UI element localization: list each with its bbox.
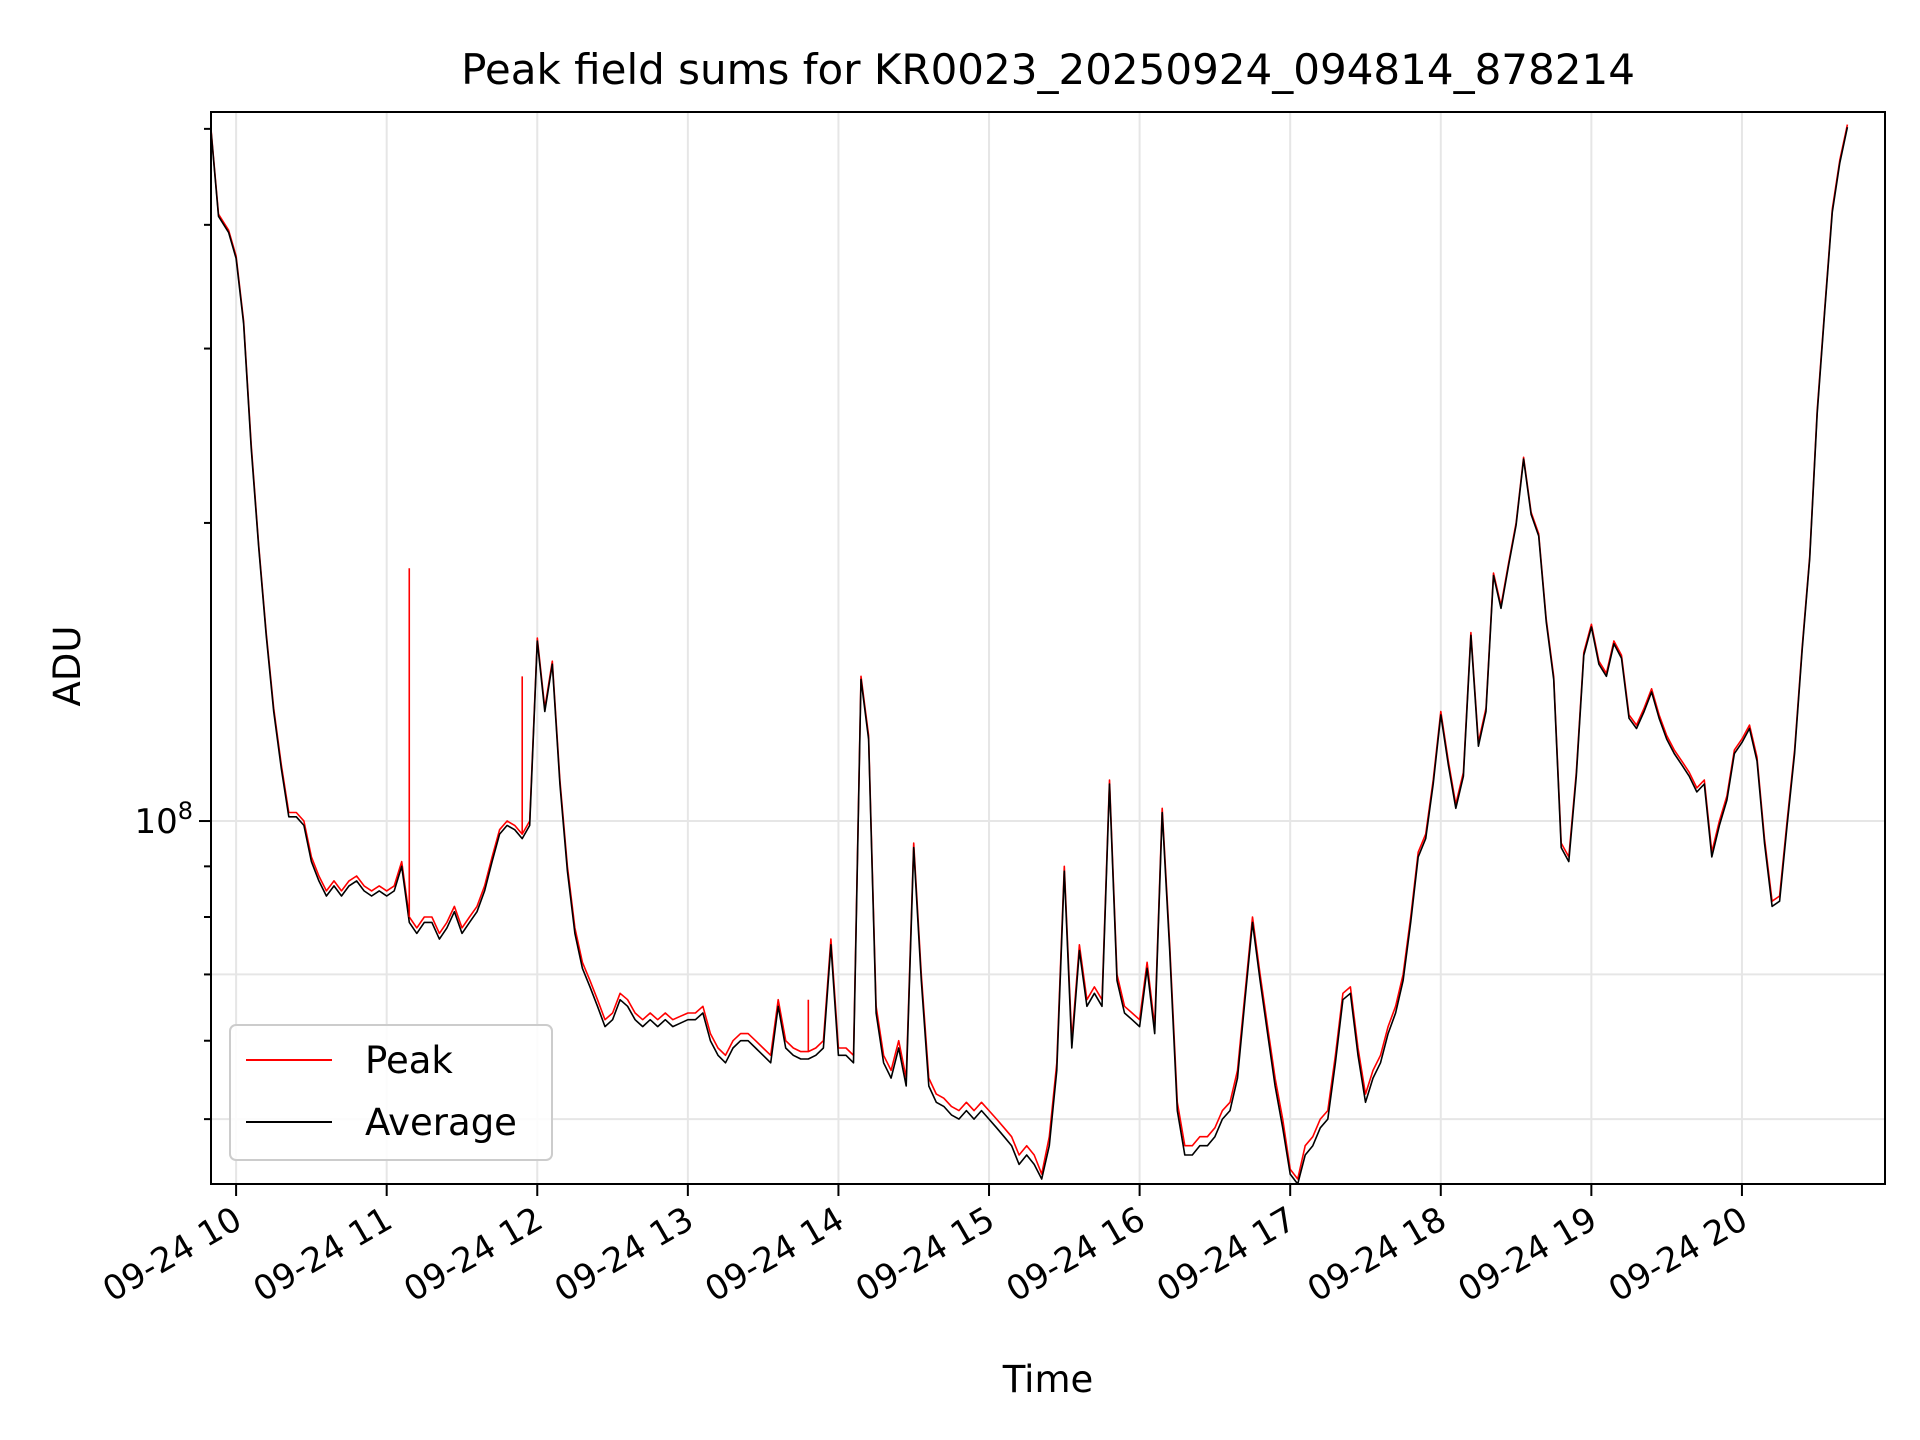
legend: Peak Average [229, 1024, 553, 1161]
x-axis-label: Time [1002, 1358, 1094, 1401]
legend-label-average: Average [365, 1101, 517, 1144]
y-tick-label: 108 [134, 797, 193, 842]
y-axis-label: ADU [46, 626, 89, 707]
y-axis-ticks: 108 [134, 127, 211, 1121]
legend-box [229, 1024, 553, 1161]
series-line-average [210, 127, 1849, 1185]
legend-label-peak: Peak [365, 1039, 453, 1082]
plot-lines [210, 124, 1849, 1185]
plot-frame [210, 111, 1886, 1185]
chart-title: Peak field sums for KR0023_20250924_0948… [461, 45, 1635, 94]
